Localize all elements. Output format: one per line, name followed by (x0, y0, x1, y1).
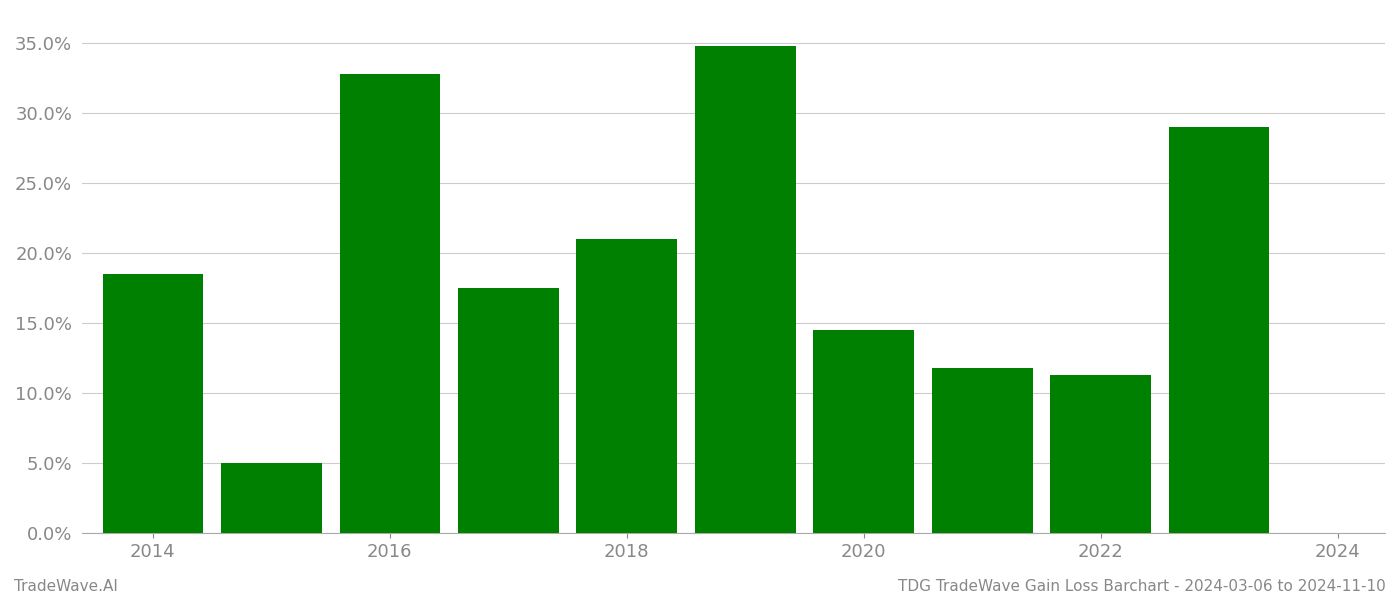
Bar (458, 288, 559, 533)
Text: TradeWave.AI: TradeWave.AI (14, 579, 118, 594)
Bar (577, 239, 678, 533)
Bar (932, 368, 1033, 533)
Bar (1050, 375, 1151, 533)
Bar (102, 274, 203, 533)
Text: TDG TradeWave Gain Loss Barchart - 2024-03-06 to 2024-11-10: TDG TradeWave Gain Loss Barchart - 2024-… (899, 579, 1386, 594)
Bar (340, 74, 440, 533)
Bar (694, 46, 795, 533)
Bar (1169, 127, 1270, 533)
Bar (221, 463, 322, 533)
Bar (813, 330, 914, 533)
